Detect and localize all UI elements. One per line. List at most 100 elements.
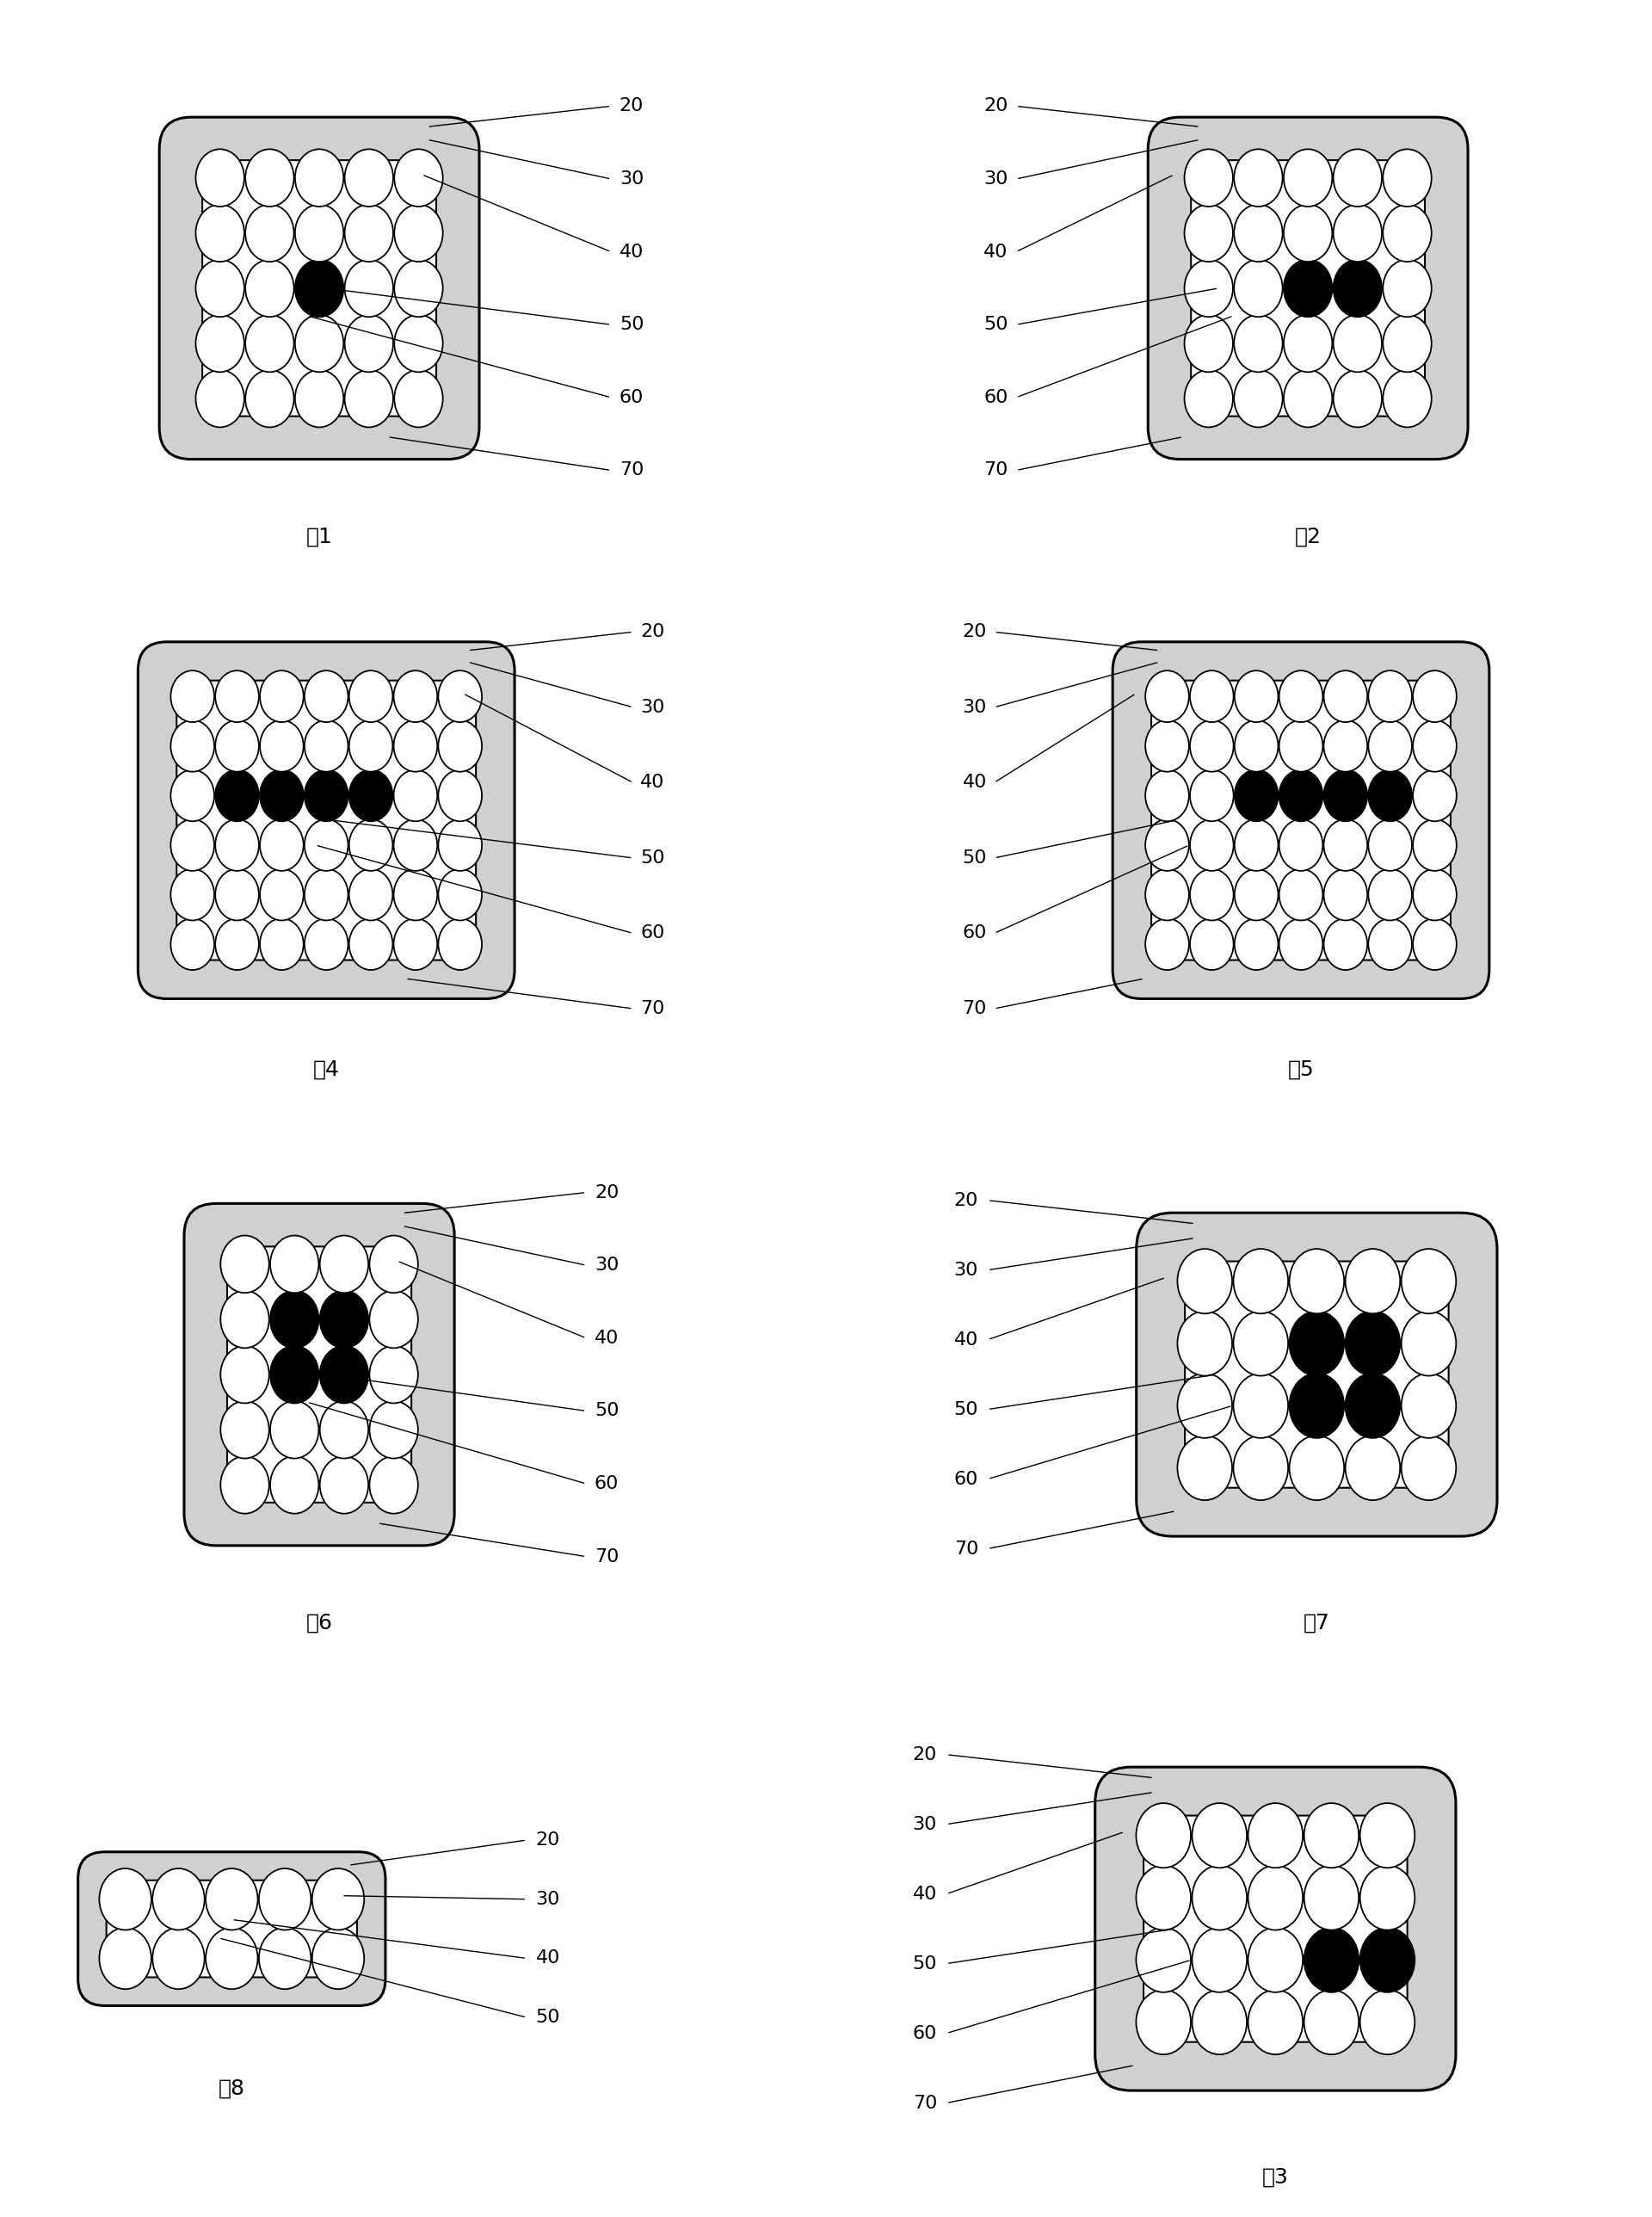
- FancyBboxPatch shape: [1191, 160, 1426, 417]
- Ellipse shape: [1137, 1991, 1191, 2055]
- Ellipse shape: [1189, 670, 1234, 723]
- Ellipse shape: [215, 721, 259, 772]
- Ellipse shape: [259, 721, 304, 772]
- Ellipse shape: [1234, 370, 1282, 428]
- Ellipse shape: [170, 869, 215, 920]
- Ellipse shape: [1234, 315, 1282, 372]
- Ellipse shape: [1401, 1372, 1455, 1439]
- Text: 70: 70: [953, 1541, 978, 1556]
- Ellipse shape: [438, 769, 482, 820]
- Ellipse shape: [296, 370, 344, 428]
- Ellipse shape: [395, 204, 443, 262]
- Ellipse shape: [215, 769, 259, 820]
- Ellipse shape: [99, 1927, 152, 1989]
- Ellipse shape: [349, 670, 393, 723]
- Ellipse shape: [271, 1290, 319, 1348]
- Ellipse shape: [1333, 259, 1381, 317]
- FancyBboxPatch shape: [1163, 1239, 1470, 1510]
- FancyBboxPatch shape: [1095, 1767, 1455, 2091]
- Ellipse shape: [1333, 370, 1381, 428]
- Ellipse shape: [1193, 1991, 1247, 2055]
- Ellipse shape: [215, 670, 259, 723]
- Ellipse shape: [1234, 1310, 1289, 1377]
- Ellipse shape: [1184, 259, 1232, 317]
- Text: 50: 50: [912, 1955, 937, 1973]
- Ellipse shape: [259, 1869, 311, 1931]
- Ellipse shape: [1368, 820, 1412, 871]
- Ellipse shape: [1368, 769, 1412, 820]
- Ellipse shape: [1289, 1372, 1345, 1439]
- Text: 70: 70: [595, 1547, 620, 1565]
- Ellipse shape: [1303, 1802, 1360, 1867]
- Ellipse shape: [1333, 204, 1381, 262]
- Ellipse shape: [312, 1869, 363, 1931]
- FancyBboxPatch shape: [177, 681, 476, 960]
- Ellipse shape: [438, 721, 482, 772]
- Ellipse shape: [1234, 869, 1279, 920]
- Ellipse shape: [1178, 1248, 1232, 1312]
- Ellipse shape: [1234, 259, 1282, 317]
- Ellipse shape: [1383, 204, 1432, 262]
- FancyBboxPatch shape: [106, 1880, 357, 1978]
- Ellipse shape: [1383, 315, 1432, 372]
- Ellipse shape: [1178, 1372, 1232, 1439]
- Ellipse shape: [1360, 1991, 1414, 2055]
- Text: 60: 60: [641, 924, 664, 942]
- FancyBboxPatch shape: [1122, 1794, 1429, 2064]
- Ellipse shape: [1189, 918, 1234, 971]
- Ellipse shape: [1247, 1991, 1303, 2055]
- Ellipse shape: [349, 918, 393, 971]
- Ellipse shape: [152, 1927, 205, 1989]
- Ellipse shape: [1279, 769, 1323, 820]
- Ellipse shape: [349, 820, 393, 871]
- Ellipse shape: [296, 315, 344, 372]
- Ellipse shape: [304, 769, 349, 820]
- Ellipse shape: [438, 869, 482, 920]
- Ellipse shape: [1401, 1310, 1455, 1377]
- Text: 图1: 图1: [306, 528, 332, 548]
- Text: 20: 20: [641, 623, 664, 641]
- Ellipse shape: [1284, 259, 1332, 317]
- Ellipse shape: [1368, 869, 1412, 920]
- Text: 60: 60: [983, 388, 1008, 406]
- FancyBboxPatch shape: [159, 663, 494, 978]
- Ellipse shape: [246, 204, 294, 262]
- Ellipse shape: [259, 769, 304, 820]
- Text: 20: 20: [963, 623, 986, 641]
- Text: 40: 40: [912, 1884, 937, 1902]
- Ellipse shape: [1289, 1310, 1345, 1377]
- Ellipse shape: [395, 149, 443, 206]
- Ellipse shape: [1234, 1372, 1289, 1439]
- Text: 图7: 图7: [1303, 1612, 1330, 1634]
- Ellipse shape: [271, 1235, 319, 1293]
- Ellipse shape: [349, 869, 393, 920]
- FancyBboxPatch shape: [228, 1246, 411, 1503]
- Ellipse shape: [246, 370, 294, 428]
- Ellipse shape: [259, 918, 304, 971]
- FancyBboxPatch shape: [159, 118, 479, 459]
- FancyBboxPatch shape: [1184, 1261, 1449, 1488]
- Ellipse shape: [296, 259, 344, 317]
- FancyBboxPatch shape: [202, 160, 436, 417]
- Text: 20: 20: [595, 1184, 620, 1202]
- Text: 40: 40: [983, 244, 1008, 259]
- FancyBboxPatch shape: [1137, 1213, 1497, 1536]
- Ellipse shape: [259, 1927, 311, 1989]
- Ellipse shape: [220, 1290, 269, 1348]
- Ellipse shape: [1303, 1927, 1360, 1993]
- Ellipse shape: [1279, 670, 1323, 723]
- Ellipse shape: [170, 820, 215, 871]
- Ellipse shape: [1247, 1927, 1303, 1993]
- Ellipse shape: [1193, 1927, 1247, 1993]
- Ellipse shape: [1193, 1864, 1247, 1931]
- Ellipse shape: [370, 1346, 418, 1403]
- Ellipse shape: [220, 1346, 269, 1403]
- Ellipse shape: [345, 315, 393, 372]
- Ellipse shape: [1368, 670, 1412, 723]
- Ellipse shape: [1184, 204, 1232, 262]
- Text: 30: 30: [953, 1261, 978, 1279]
- FancyBboxPatch shape: [1171, 140, 1446, 437]
- Ellipse shape: [1137, 1864, 1191, 1931]
- Ellipse shape: [1401, 1248, 1455, 1312]
- Ellipse shape: [1289, 1248, 1345, 1312]
